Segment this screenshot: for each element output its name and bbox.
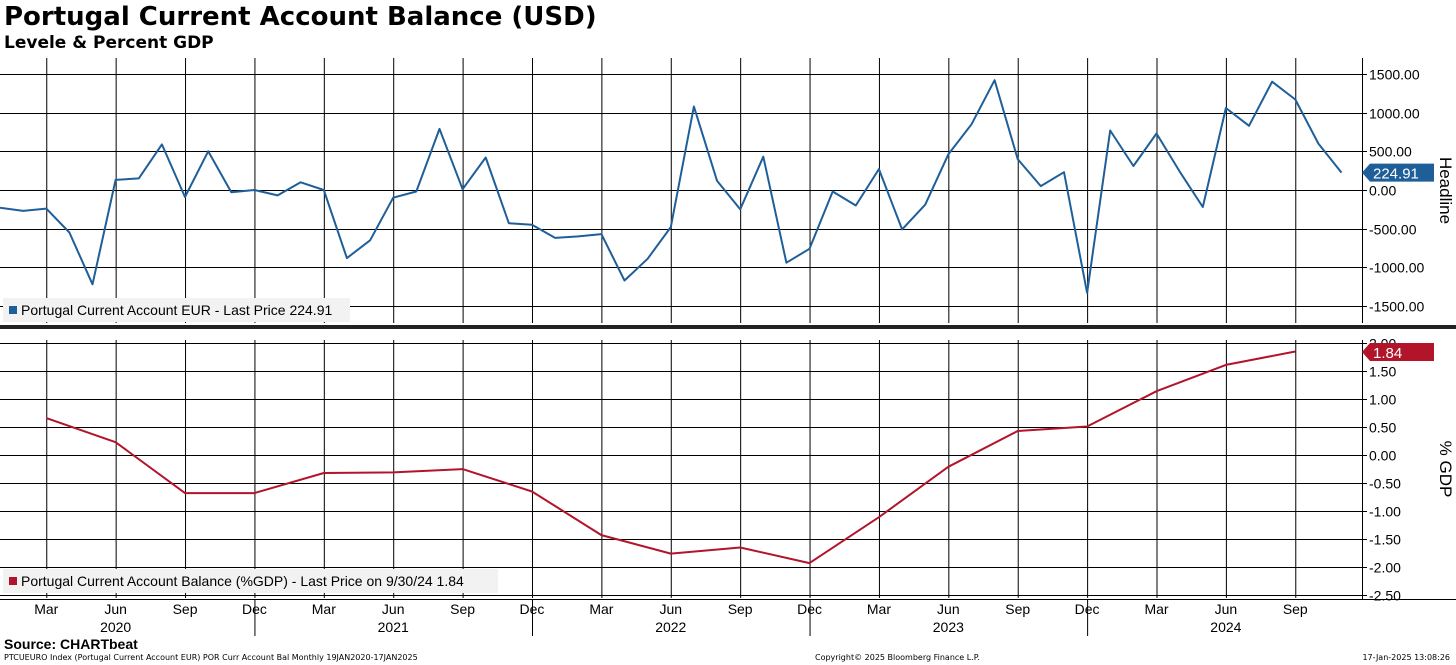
top-y-tick-label: 1500.00 [1369, 67, 1420, 83]
timestamp: 17-Jan-2025 13:08:26 [1362, 653, 1450, 662]
top-y-tick-label: -1500.00 [1369, 299, 1424, 315]
top-y-tick-label: 500.00 [1369, 144, 1412, 160]
x-month-label: Jun [104, 601, 127, 617]
source-label: Source: CHARTbeat [4, 636, 138, 652]
index-info: PTCUEURO Index (Portugal Current Account… [4, 653, 418, 662]
x-month-label: Mar [312, 601, 336, 617]
chart-subtitle: Levele & Percent GDP [4, 33, 214, 53]
legend-label: Portugal Current Account Balance (%GDP) … [21, 573, 464, 589]
copyright-notice: Copyright© 2025 Bloomberg Finance L.P. [815, 653, 980, 662]
x-month-label: Sep [450, 601, 475, 617]
chart-title: Portugal Current Account Balance (USD) [4, 2, 597, 32]
legend-label: Portugal Current Account EUR - Last Pric… [21, 302, 332, 318]
top-y-tick-label: -500.00 [1369, 222, 1417, 238]
x-year-label: 2023 [933, 619, 964, 635]
top-y-tick-label: 1000.00 [1369, 106, 1420, 122]
x-year-label: 2021 [378, 619, 409, 635]
last-value-label: 1.84 [1373, 345, 1402, 362]
bottom-y-tick-label: -2.50 [1369, 588, 1401, 604]
x-month-label: Sep [1283, 601, 1308, 617]
bottom-y-tick-label: -2.00 [1369, 560, 1401, 576]
last-value-tag [1362, 163, 1434, 182]
bottom-y-tick-label: -0.50 [1369, 476, 1401, 492]
x-month-label: Jun [1215, 601, 1238, 617]
bottom-y-tick-label: 1.50 [1369, 364, 1396, 380]
x-month-label: Mar [867, 601, 891, 617]
bottom-series-line [45, 350, 1296, 565]
legend-swatch [9, 306, 17, 314]
x-month-label: Sep [728, 601, 753, 617]
bottom-y-tick-label: -1.00 [1369, 504, 1401, 520]
x-month-label: Mar [1144, 601, 1168, 617]
x-month-label: Jun [382, 601, 405, 617]
top-axis-title: Headline [1436, 157, 1455, 224]
bottom-y-tick-label: -1.50 [1369, 532, 1401, 548]
top-y-tick-label: 0.00 [1369, 183, 1396, 199]
bottom-y-tick-label: 1.00 [1369, 392, 1396, 408]
bottom-y-tick-label: 0.50 [1369, 420, 1396, 436]
panel-separator [0, 325, 1456, 329]
x-year-label: 2024 [1210, 619, 1241, 635]
top-y-tick-label: -1000.00 [1369, 260, 1424, 276]
x-year-label: 2020 [100, 619, 131, 635]
x-year-label: 2022 [655, 619, 686, 635]
x-month-label: Sep [1005, 601, 1030, 617]
legend-swatch [9, 577, 17, 585]
legend-box [3, 298, 350, 322]
x-month-label: Jun [659, 601, 682, 617]
bottom-y-tick-label: 0.00 [1369, 448, 1396, 464]
bottom-axis-title: % GDP [1436, 441, 1455, 498]
last-value-tag [1362, 343, 1434, 361]
x-month-label: Mar [589, 601, 613, 617]
top-series-line [0, 79, 1343, 294]
last-value-label: 224.91 [1373, 166, 1419, 183]
x-month-label: Mar [34, 601, 58, 617]
legend-box [3, 569, 498, 593]
x-month-label: Jun [937, 601, 960, 617]
x-month-label: Sep [173, 601, 198, 617]
